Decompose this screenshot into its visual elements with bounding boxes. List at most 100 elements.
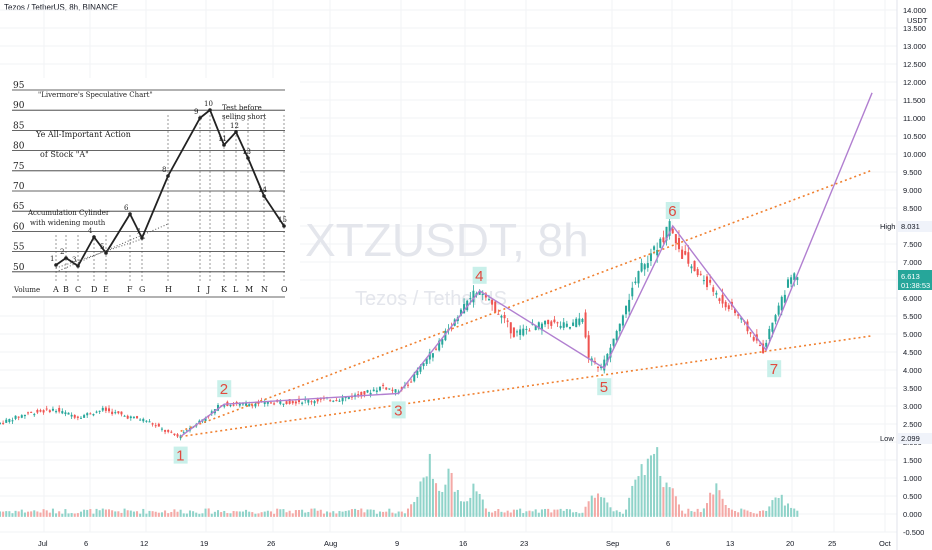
volume-bar [123, 508, 126, 517]
volume-bar [344, 510, 347, 517]
volume-bar [313, 508, 316, 517]
volume-bar [245, 509, 248, 517]
candle-body [690, 266, 693, 269]
candle-body [148, 421, 151, 423]
volume-bar [388, 508, 391, 517]
volume-bar [724, 505, 727, 517]
sketch-letter: M [245, 285, 253, 294]
volume-bar [544, 508, 547, 517]
volume-bar [111, 510, 114, 517]
volume-bar [291, 513, 294, 517]
candle-body [737, 314, 740, 316]
volume-bar [581, 512, 584, 517]
volume-bar [413, 501, 416, 517]
candle-body [266, 401, 269, 404]
candle-body [466, 300, 469, 311]
sketch-point-number: 6 [124, 204, 129, 212]
price-tick: 3.000 [903, 402, 922, 411]
wave-label-bg [597, 378, 612, 396]
volume-bar [681, 510, 684, 517]
candle-body [768, 328, 771, 340]
price-tick: 10.000 [903, 150, 926, 159]
volume-bar [198, 513, 201, 517]
candle-body [210, 411, 213, 414]
lower-trend-line[interactable] [180, 335, 873, 438]
candle-body [132, 416, 135, 418]
candle-body [14, 415, 17, 419]
sketch-point [140, 236, 144, 240]
candle-body [528, 330, 531, 332]
volume-bar [584, 506, 587, 517]
trend-lines[interactable] [180, 169, 873, 438]
high-badge: High 8.031 [880, 221, 932, 232]
candle-body [382, 384, 385, 386]
sketch-note1: Test before [222, 104, 262, 112]
wave-path[interactable] [180, 92, 873, 438]
price-axis-ticks[interactable]: -0.5000.0000.5001.0001.5002.0002.5003.00… [903, 6, 926, 537]
volume-bar [23, 512, 26, 517]
volume-bar [478, 493, 481, 517]
volume-bar [653, 453, 656, 517]
volume-bar [625, 509, 628, 517]
volume-bar [139, 513, 142, 517]
candle-body [600, 366, 603, 369]
candle-body [494, 301, 497, 313]
candle-body [516, 331, 519, 333]
candle-body [27, 412, 30, 414]
volume-bar [596, 493, 600, 517]
volume-bar [512, 509, 515, 517]
candle-body [441, 339, 444, 345]
candle-body [438, 340, 441, 351]
sketch-letter: K [221, 285, 228, 294]
volume-bar [497, 509, 500, 517]
candle-body [553, 319, 556, 323]
volume-bar [715, 483, 718, 517]
candle-body [372, 389, 375, 392]
candle-body [39, 410, 42, 412]
candle-body [42, 410, 45, 413]
sketch-letter: A [52, 285, 59, 294]
candle-body [568, 326, 571, 329]
sketch-cylinder-top [55, 223, 169, 273]
candle-body [506, 320, 509, 322]
candle-body [338, 400, 341, 402]
price-tick: 5.000 [903, 330, 922, 339]
candle-body [316, 398, 319, 402]
time-axis-ticks[interactable]: Jul 6 12 19 26 Aug 9 16 23 Sep 6 13 20 25 Oct [38, 539, 892, 548]
sketch-point [282, 224, 286, 228]
wave-label-bg [665, 202, 680, 219]
sketch-level: 75 [13, 162, 25, 172]
high-label: High [880, 222, 895, 231]
sketch-point-number: 13 [242, 148, 251, 156]
sketch-letter: F [127, 285, 133, 294]
price-tick: 1.000 [903, 474, 922, 483]
candle-body [257, 402, 260, 404]
volume-bar [382, 511, 385, 517]
candle-body [674, 234, 677, 244]
volume-bar [737, 512, 740, 517]
wave-polyline[interactable] [180, 92, 873, 438]
candle-body [606, 353, 609, 363]
volume-bar [674, 496, 677, 517]
sketch-note2: selling short [222, 113, 266, 121]
candle-body [23, 414, 26, 417]
volume-bar [95, 508, 98, 517]
candle-body [596, 366, 600, 368]
volume-bar [790, 507, 793, 517]
wave-label-4: 4 [475, 268, 483, 285]
candle-body [33, 414, 36, 416]
volume-bar [419, 481, 422, 517]
low-value: 2.099 [901, 434, 920, 443]
candle-body [444, 330, 447, 341]
candle-body [263, 401, 266, 404]
volume-bar [397, 511, 400, 517]
candle-body [497, 313, 500, 315]
candle-body [375, 390, 378, 392]
upper-trend-line[interactable] [180, 169, 873, 432]
price-tick: 4.000 [903, 366, 922, 375]
volume-bar [590, 495, 593, 517]
volume-bar [207, 508, 210, 517]
candle-body [612, 338, 615, 346]
volume-bar [266, 510, 269, 517]
